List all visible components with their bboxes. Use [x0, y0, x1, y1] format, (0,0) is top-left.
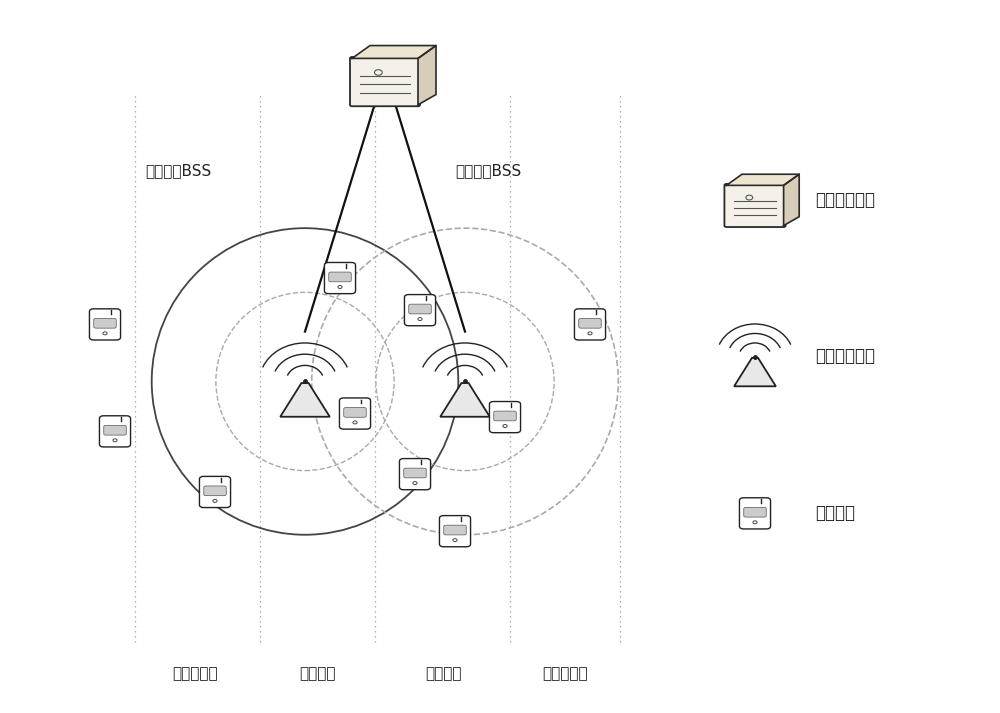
FancyBboxPatch shape	[94, 319, 116, 328]
FancyBboxPatch shape	[204, 486, 226, 496]
FancyBboxPatch shape	[404, 468, 426, 478]
FancyBboxPatch shape	[329, 272, 351, 282]
FancyBboxPatch shape	[399, 458, 431, 490]
Text: 远程天线单元: 远程天线单元	[815, 347, 875, 366]
Text: 冲突节点: 冲突节点	[425, 666, 461, 682]
FancyBboxPatch shape	[444, 525, 466, 535]
FancyBboxPatch shape	[324, 262, 356, 294]
FancyBboxPatch shape	[409, 304, 431, 314]
Text: 边缘节点: 边缘节点	[299, 666, 335, 682]
FancyBboxPatch shape	[339, 398, 371, 429]
Polygon shape	[734, 358, 776, 386]
Polygon shape	[726, 174, 799, 185]
FancyBboxPatch shape	[724, 184, 786, 227]
FancyBboxPatch shape	[574, 309, 606, 340]
FancyBboxPatch shape	[199, 476, 231, 508]
Text: 非边缘节点: 非边缘节点	[172, 666, 218, 682]
Text: 中心处理单元: 中心处理单元	[815, 190, 875, 209]
Polygon shape	[280, 383, 330, 416]
FancyBboxPatch shape	[89, 309, 121, 340]
Polygon shape	[352, 46, 436, 58]
FancyBboxPatch shape	[579, 319, 601, 328]
FancyBboxPatch shape	[744, 508, 766, 517]
FancyBboxPatch shape	[104, 426, 126, 435]
Text: 低优先级BSS: 低优先级BSS	[455, 163, 521, 179]
FancyBboxPatch shape	[350, 57, 420, 106]
FancyBboxPatch shape	[439, 515, 471, 547]
FancyBboxPatch shape	[344, 408, 366, 417]
Text: 高优先级BSS: 高优先级BSS	[145, 163, 211, 179]
FancyBboxPatch shape	[494, 411, 516, 421]
FancyBboxPatch shape	[739, 498, 771, 529]
Polygon shape	[418, 46, 436, 105]
FancyBboxPatch shape	[99, 416, 131, 447]
Text: 工作节点: 工作节点	[815, 504, 855, 523]
Polygon shape	[440, 383, 490, 416]
Polygon shape	[784, 174, 799, 225]
Text: 不冲突节点: 不冲突节点	[542, 666, 588, 682]
FancyBboxPatch shape	[404, 294, 436, 326]
FancyBboxPatch shape	[489, 401, 521, 433]
